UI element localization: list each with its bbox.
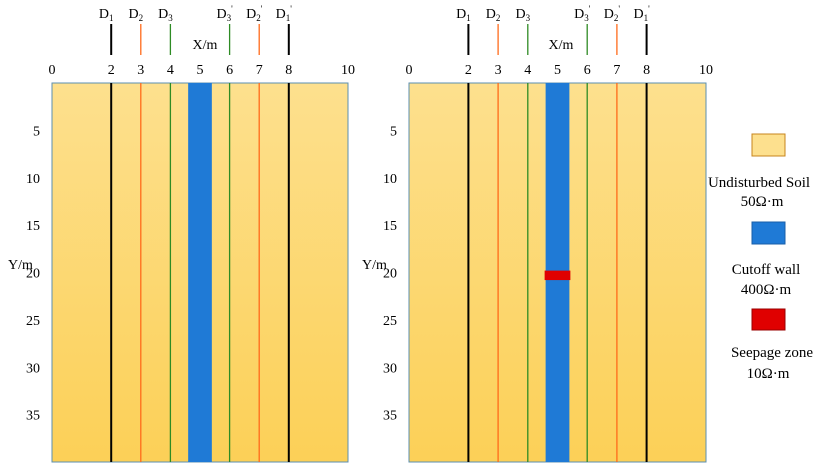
- legend-swatch-soil: [751, 133, 786, 157]
- y-tick-label: 10: [383, 172, 397, 187]
- legend-label-seepage: Seepage zone: [731, 345, 813, 361]
- electrode-label-1: D2: [128, 7, 143, 23]
- x-tick-label: 8: [643, 63, 650, 78]
- y-tick-label: 25: [383, 314, 397, 329]
- x-tick-label: 7: [613, 63, 620, 78]
- y-tick-label: 35: [26, 409, 40, 424]
- x-tick-label: 4: [167, 63, 174, 78]
- x-tick-label: 2: [108, 63, 115, 78]
- legend-label-soil: Undisturbed Soil: [708, 175, 810, 191]
- y-tick-label: 10: [26, 172, 40, 187]
- electrode-label-2: D3: [515, 7, 530, 23]
- electrode-label-1: D2: [486, 7, 501, 23]
- y-tick-label: 15: [383, 219, 397, 234]
- x-tick-label: 6: [584, 63, 591, 78]
- y-axis-label: Y/m: [8, 258, 33, 273]
- y-tick-label: 15: [26, 219, 40, 234]
- electrode-label-4: D2': [246, 4, 263, 23]
- y-tick-label: 30: [26, 361, 40, 376]
- y-tick-label: 25: [26, 314, 40, 329]
- x-axis-label: X/m: [549, 38, 574, 53]
- electrode-label-2: D3: [158, 7, 173, 23]
- y-tick-label: 30: [383, 361, 397, 376]
- cutoff-wall: [188, 83, 212, 462]
- x-tick-label: 8: [285, 63, 292, 78]
- electrode-label-3: D3': [574, 4, 591, 23]
- x-tick-label: 3: [137, 63, 144, 78]
- x-tick-label: 6: [226, 63, 233, 78]
- model-panel-seepage: D1 D2 D3 D3' D2' D1' 0 2 3 4 5 6 7 8 10 X/m 5 10 15 20 25 30 3…: [362, 4, 713, 463]
- seepage-zone: [544, 270, 571, 281]
- y-tick-label: 5: [33, 124, 40, 139]
- x-tick-label: 5: [197, 63, 204, 78]
- x-tick-label: 7: [256, 63, 263, 78]
- x-axis-label: X/m: [193, 38, 218, 53]
- electrode-label-0: D1: [99, 7, 114, 23]
- y-tick-label: 35: [383, 409, 397, 424]
- legend-value-wall: 400Ω·m: [741, 282, 792, 298]
- legend-swatch-wall: [751, 221, 786, 245]
- legend-label-wall: Cutoff wall: [732, 262, 800, 278]
- electrode-label-0: D1: [456, 7, 471, 23]
- x-tick-label: 0: [49, 63, 56, 78]
- y-axis-label: Y/m: [362, 258, 387, 273]
- x-tick-label: 2: [465, 63, 472, 78]
- x-tick-label: 0: [406, 63, 413, 78]
- x-tick-label: 10: [341, 63, 355, 78]
- x-tick-label: 5: [554, 63, 561, 78]
- legend-value-seepage: 10Ω·m: [747, 366, 790, 382]
- x-tick-label: 10: [699, 63, 713, 78]
- y-tick-label: 20: [26, 267, 40, 282]
- y-tick-label: 5: [390, 124, 397, 139]
- electrode-label-5: D1': [633, 4, 650, 23]
- x-tick-label: 4: [524, 63, 531, 78]
- y-tick-label: 20: [383, 267, 397, 282]
- electrode-label-4: D2': [604, 4, 621, 23]
- x-tick-label: 3: [495, 63, 502, 78]
- electrode-label-3: D3': [216, 4, 233, 23]
- model-panel-intact: D1 D2 D3 D3' D2' D1' 0 2 3 4 5 6 7 8 10 X/m 5 10 15 20 25 30 3…: [8, 4, 355, 463]
- legend-value-soil: 50Ω·m: [741, 194, 784, 210]
- legend-swatch-seepage: [751, 308, 786, 331]
- legend: Undisturbed Soil 50Ω·m Cutoff wall 400Ω·…: [708, 133, 813, 382]
- electrode-label-5: D1': [276, 4, 293, 23]
